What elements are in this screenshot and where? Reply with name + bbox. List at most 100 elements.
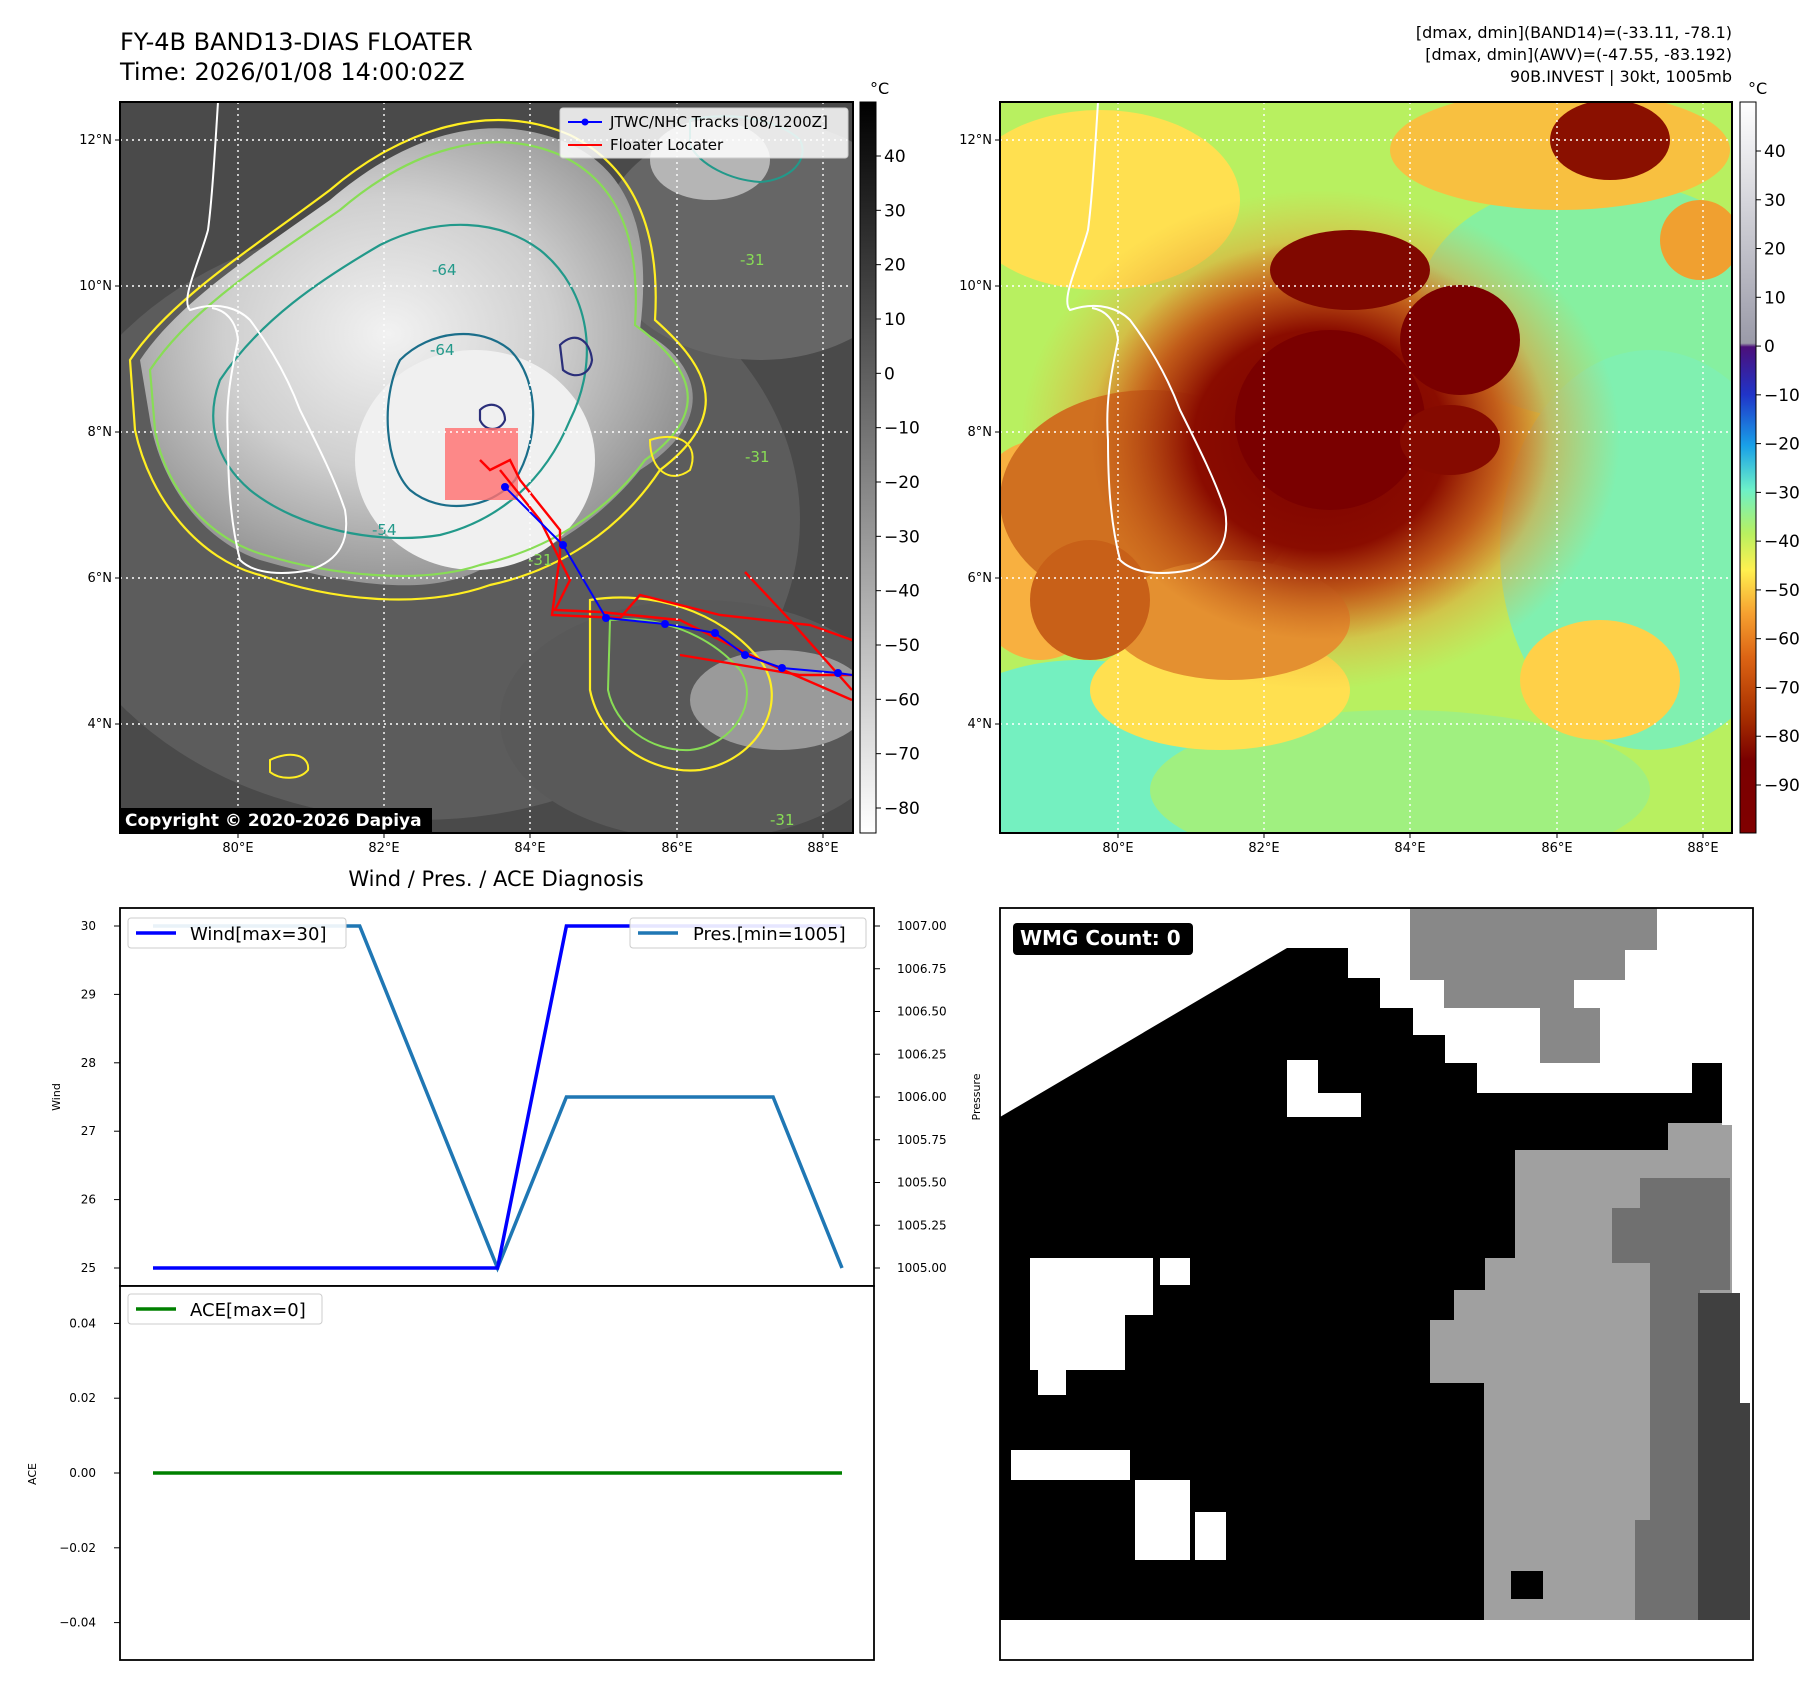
lon-tick-label: 88°E	[807, 841, 838, 856]
colorbar-tick-label: −50	[1764, 581, 1800, 601]
awv-axis-ticks: 80°E 82°E 84°E 86°E 88°E 12°N 10°N 8°N 6°N 4°N	[959, 133, 1718, 856]
info-line1: [dmax, dmin](BAND14)=(-33.11, -78.1)	[1416, 23, 1732, 42]
lon-tick-label: 80°E	[1102, 841, 1133, 856]
ace-chart: ACE 0.04 0.02 0.00 −0.02 −0.04 ACE[max=0]	[26, 1285, 875, 1661]
colorbar-tick-label: 30	[1764, 191, 1786, 211]
colorbar-tick-label: −90	[1764, 776, 1800, 796]
pressure-tick-label: 1005.00	[897, 1261, 947, 1275]
colorbar-tick-label: −30	[884, 527, 920, 547]
lon-tick-label: 86°E	[1541, 841, 1572, 856]
wmg-gray-region	[1410, 908, 1657, 1063]
color-colorbar: °C 40 30 20 10 0 −10 −20 −30 −40 −50 −60 −70 −80 −90	[1739, 79, 1800, 834]
pressure-legend-label: Pres.[min=1005]	[693, 924, 846, 945]
wmg-panel: WMG Count: 0	[999, 907, 1754, 1661]
pressure-tick-label: 1005.25	[897, 1218, 947, 1232]
figure-title-line2: Time: 2026/01/08 14:00:02Z	[119, 58, 465, 86]
legend-item-locater: Floater Locater	[610, 136, 724, 154]
wmg-count-label: WMG Count: 0	[1020, 926, 1181, 950]
lat-tick-label: 4°N	[968, 717, 993, 732]
colorbar-tick-label: 10	[884, 310, 906, 330]
ace-tick-label: −0.02	[59, 1541, 96, 1555]
lat-tick-label: 6°N	[88, 571, 113, 586]
ir-gridlines	[120, 102, 853, 833]
contour-yellow	[128, 118, 707, 601]
pressure-axis-label: Pressure	[970, 1073, 983, 1120]
contour-label: -31	[740, 251, 765, 269]
colorbar-tick-label: −30	[1764, 483, 1800, 503]
colorbar-tick-label: −80	[1764, 727, 1800, 747]
contour-label: -31	[528, 551, 553, 569]
colorbar-tick-label: 40	[884, 147, 906, 167]
colorbar-tick-label: 0	[1764, 337, 1775, 357]
coastline-left	[186, 102, 348, 574]
contour-label: -31	[745, 448, 770, 466]
ace-legend: ACE[max=0]	[127, 1293, 323, 1325]
awv-map-panel: 80°E 82°E 84°E 86°E 88°E 12°N 10°N 8°N 6°N 4°N	[959, 101, 1733, 856]
pressure-tick-label: 1005.50	[897, 1176, 947, 1190]
colorbar-tick-label: −70	[884, 745, 920, 765]
pressure-tick-label: 1006.00	[897, 1090, 947, 1104]
wind-tick-label: 26	[81, 1193, 96, 1207]
awv-gridlines	[1000, 102, 1732, 833]
wind-tick-label: 29	[81, 987, 96, 1001]
pressure-tick-label: 1006.75	[897, 962, 947, 976]
ir-axis-ticks: 80°E 82°E 84°E 86°E 88°E 12°N 10°N 8°N 6°N 4°N	[79, 133, 838, 856]
gray-colorbar: °C 40 30 20 10 0 −10 −20 −30 −40 −50 −60 −70 −80	[859, 79, 920, 834]
lat-tick-label: 10°N	[79, 279, 112, 294]
colorbar-tick-label: −70	[1764, 678, 1800, 698]
ace-axis-label: ACE	[26, 1463, 39, 1485]
colorbar-unit: °C	[1748, 79, 1767, 98]
contour-label: -64	[430, 341, 455, 359]
lat-tick-label: 4°N	[88, 717, 113, 732]
info-line3: 90B.INVEST | 30kt, 1005mb	[1510, 67, 1732, 86]
colorbar-tick-label: 20	[884, 256, 906, 276]
lon-tick-label: 80°E	[222, 841, 253, 856]
colorbar-tick-label: 30	[884, 201, 906, 221]
lon-tick-label: 86°E	[661, 841, 692, 856]
colorbar-tick-label: −10	[1764, 386, 1800, 406]
lon-tick-label: 82°E	[1248, 841, 1279, 856]
colorbar-tick-label: −50	[884, 636, 920, 656]
pressure-tick-label: 1007.00	[897, 919, 947, 933]
pressure-tick-label: 1006.25	[897, 1047, 947, 1061]
ir-legend: JTWC/NHC Tracks [08/1200Z] Floater Locat…	[559, 107, 849, 159]
legend-item-tracks: JTWC/NHC Tracks [08/1200Z]	[609, 113, 828, 131]
coastline-right	[1066, 102, 1228, 574]
copyright-text: Copyright © 2020-2026 Dapiya	[125, 811, 422, 831]
lat-tick-label: 10°N	[959, 279, 992, 294]
colorbar-unit: °C	[870, 79, 889, 98]
colorbar-tick-label: 0	[884, 364, 895, 384]
jtwc-track-points	[501, 483, 842, 677]
ace-tick-label: 0.04	[69, 1316, 96, 1330]
colorbar-tick-label: −10	[884, 419, 920, 439]
contour-label: -31	[770, 811, 795, 829]
wind-tick-label: 30	[81, 919, 96, 933]
contour-label: -64	[432, 261, 457, 279]
lon-tick-label: 82°E	[368, 841, 399, 856]
colorbar-tick-label: 20	[1764, 240, 1786, 260]
lat-tick-label: 8°N	[88, 425, 113, 440]
colorbar-tick-label: −40	[884, 582, 920, 602]
diagnosis-title: Wind / Pres. / ACE Diagnosis	[348, 867, 643, 891]
wind-legend-label: Wind[max=30]	[190, 924, 327, 945]
lon-tick-label: 88°E	[1687, 841, 1718, 856]
pressure-tick-label: 1005.75	[897, 1133, 947, 1147]
lon-tick-label: 84°E	[514, 841, 545, 856]
ace-tick-label: 0.02	[69, 1391, 96, 1405]
figure-title-line1: FY-4B BAND13-DIAS FLOATER	[120, 28, 473, 56]
wind-pressure-chart: Wind Pressure 25 26 27 28 29 30 1005.00 1005.2…	[50, 907, 983, 1287]
lat-tick-label: 12°N	[79, 133, 112, 148]
floater-locater-path	[479, 458, 853, 642]
wind-tick-label: 28	[81, 1056, 96, 1070]
colorbar-tick-label: −20	[884, 473, 920, 493]
colorbar-tick-label: 10	[1764, 288, 1786, 308]
lon-tick-label: 84°E	[1394, 841, 1425, 856]
lat-tick-label: 8°N	[968, 425, 993, 440]
colorbar-tick-label: −60	[884, 690, 920, 710]
colorbar-tick-label: −20	[1764, 435, 1800, 455]
pressure-tick-label: 1006.50	[897, 1005, 947, 1019]
ace-legend-label: ACE[max=0]	[190, 1300, 306, 1321]
info-line2: [dmax, dmin](AWV)=(-47.55, -83.192)	[1425, 45, 1732, 64]
pressure-legend: Pres.[min=1005]	[629, 917, 867, 949]
